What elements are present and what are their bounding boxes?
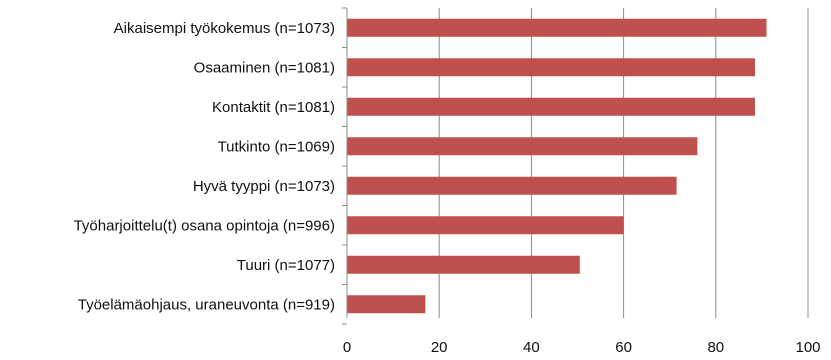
- category-label-2: Kontaktit (n=1081): [212, 99, 335, 116]
- bar-6: [347, 255, 580, 274]
- bar-7: [347, 295, 426, 314]
- bar-0: [347, 18, 767, 37]
- bars: [347, 18, 767, 314]
- x-tick-labels: 0 20 40 60 80 100: [343, 339, 821, 356]
- axes: [342, 7, 348, 325]
- category-labels: Aikaisempi työkokemus (n=1073) Osaaminen …: [74, 20, 335, 314]
- bar-1: [347, 58, 755, 77]
- category-label-5: Työharjoittelu(t) osana opintoja (n=996): [74, 217, 335, 234]
- category-label-1: Osaaminen (n=1081): [194, 59, 335, 76]
- x-tick-label-3: 60: [615, 339, 632, 356]
- x-tick-label-5: 100: [795, 339, 820, 356]
- category-label-0: Aikaisempi työkokemus (n=1073): [114, 20, 335, 37]
- bar-2: [347, 97, 755, 116]
- category-label-7: Työelämäohjaus, uraneuvonta (n=919): [78, 296, 335, 313]
- bar-3: [347, 137, 698, 156]
- x-tick-label-1: 20: [431, 339, 448, 356]
- x-tick-label-2: 40: [523, 339, 540, 356]
- category-label-6: Tuuri (n=1077): [237, 257, 335, 274]
- bar-4: [347, 176, 677, 195]
- category-label-4: Hyvä tyyppi (n=1073): [193, 178, 335, 195]
- bar-5: [347, 216, 624, 235]
- x-tick-label-4: 80: [707, 339, 724, 356]
- x-tick-label-0: 0: [343, 339, 351, 356]
- category-label-3: Tutkinto (n=1069): [218, 138, 335, 155]
